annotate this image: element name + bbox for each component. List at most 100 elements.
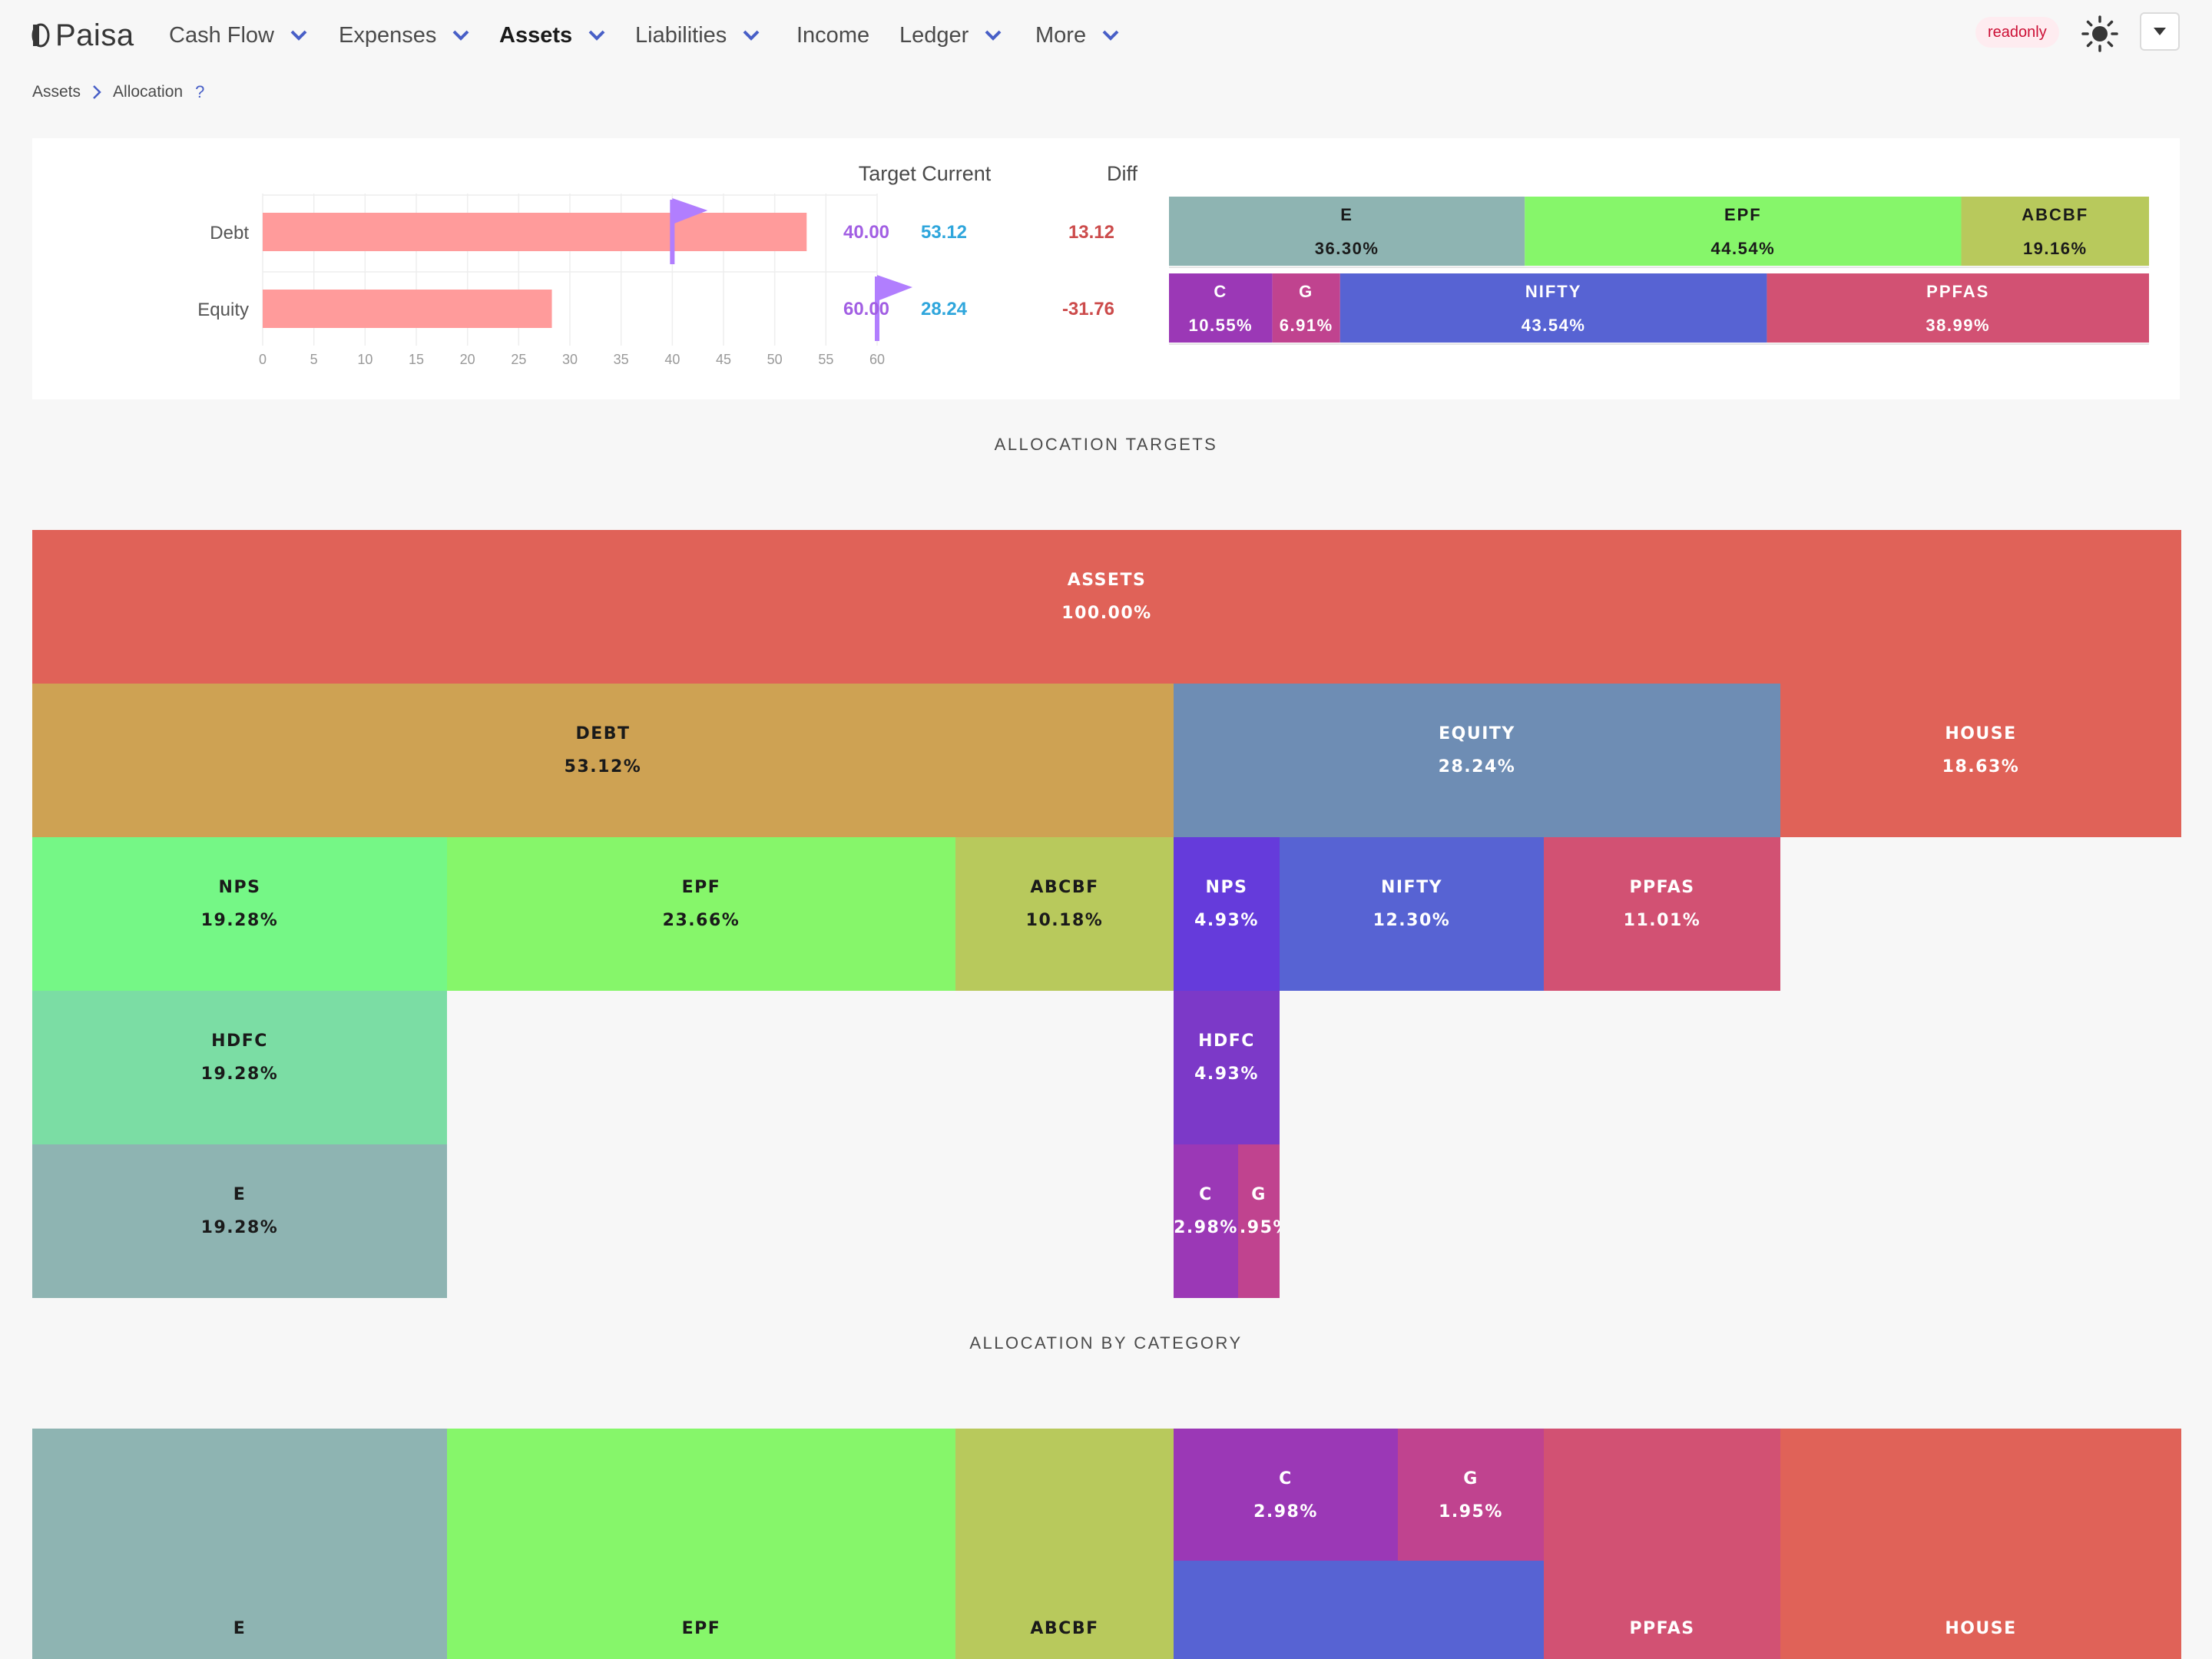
targets-cell-hdfc[interactable]: HDFC 4.93% — [1174, 991, 1280, 1144]
targets-cell-nps[interactable]: NPS 4.93% — [1174, 837, 1280, 991]
targets-cell-epf[interactable]: EPF 23.66% — [447, 837, 955, 991]
treemap-cell-label: PPFAS — [1629, 878, 1695, 897]
breadcrumb-allocation[interactable]: Allocation — [113, 83, 184, 101]
targets-cell-assets[interactable]: ASSETS 100.00% — [32, 530, 2181, 684]
breakdown-segment — [1169, 273, 1273, 343]
breadcrumb-assets[interactable]: Assets — [32, 83, 81, 101]
row-label-equity: Equity — [197, 300, 249, 320]
treemap-cell-label: HDFC — [211, 1031, 268, 1051]
breakdown-label: E — [1340, 205, 1353, 224]
treemap-cell-percent: 12.30% — [1373, 911, 1451, 930]
diff-value: -31.76 — [1062, 299, 1114, 320]
breakdown-segment — [1339, 273, 1767, 343]
nav-item-label: Income — [796, 22, 870, 48]
breakdown-label: G — [1299, 282, 1313, 301]
targets-cell-nifty[interactable]: NIFTY 12.30% — [1280, 837, 1544, 991]
current-value: 28.24 — [921, 299, 968, 320]
nav-item-ledger[interactable]: Ledger — [899, 17, 1002, 54]
nav-item-label: Expenses — [339, 22, 437, 48]
targets-cell-hdfc[interactable]: HDFC 19.28% — [32, 991, 447, 1144]
treemap-cell-percent: 2.98% — [1174, 1218, 1238, 1237]
targets-cell-abcbf[interactable]: ABCBF 10.18% — [955, 837, 1174, 991]
current-bar-debt — [263, 213, 807, 251]
x-tick-label: 5 — [310, 352, 318, 367]
breakdown-segment — [1272, 273, 1340, 343]
header-diff: Diff — [1107, 162, 1138, 185]
breakdown-label: NIFTY — [1525, 282, 1582, 301]
chevron-down-icon — [743, 30, 760, 41]
treemap-cell-label: EPF — [681, 1619, 721, 1638]
breakdown-segment — [1525, 197, 1962, 266]
chevron-down-icon — [588, 30, 605, 41]
breakdown-label: PPFAS — [1926, 282, 1989, 301]
category-cell-abcbf[interactable]: ABCBF — [955, 1429, 1174, 1659]
chevron-down-icon — [452, 30, 469, 41]
nav-item-expenses[interactable]: Expenses — [339, 17, 470, 54]
targets-cell-c[interactable]: C 2.98% — [1174, 1144, 1238, 1298]
treemap-cell-label: PPFAS — [1629, 1619, 1695, 1638]
nav-item-cash-flow[interactable]: Cash Flow — [169, 17, 308, 54]
nav-item-liabilities[interactable]: Liabilities — [635, 17, 760, 54]
treemap-cell-label: HDFC — [1198, 1031, 1255, 1051]
category-cell-c[interactable]: C 2.98% — [1174, 1429, 1398, 1561]
breakdown-pct: 43.54% — [1522, 316, 1586, 335]
category-cell-g[interactable]: G 1.95% — [1398, 1429, 1544, 1561]
targets-cell-equity[interactable]: EQUITY 28.24% — [1174, 684, 1780, 837]
category-cell-house[interactable]: HOUSE — [1780, 1429, 2181, 1659]
nav-item-label: Assets — [499, 22, 573, 48]
targets-cell-house[interactable]: HOUSE 18.63% — [1780, 684, 2181, 837]
x-tick-label: 60 — [869, 352, 885, 367]
breakdown-pct: 6.91% — [1280, 316, 1333, 335]
chevron-down-icon — [290, 30, 307, 41]
x-tick-label: 15 — [409, 352, 424, 367]
treemap-cell-label: NIFTY — [1380, 878, 1443, 897]
nav-item-more[interactable]: More — [1035, 17, 1120, 54]
treemap-cell-label: G — [1463, 1469, 1479, 1488]
treemap-cell-percent: 19.28% — [200, 1065, 279, 1084]
category-cell-e[interactable]: E — [32, 1429, 447, 1659]
x-tick-label: 10 — [357, 352, 373, 367]
targets-cell-nps[interactable]: NPS 19.28% — [32, 837, 447, 991]
brand-logo[interactable]: Paisa — [31, 14, 134, 57]
targets-cell-ppfas[interactable]: PPFAS 11.01% — [1544, 837, 1780, 991]
x-tick-label: 20 — [460, 352, 475, 367]
category-cell-ppfas[interactable]: PPFAS — [1544, 1429, 1780, 1659]
breakdown-segment — [1169, 197, 1525, 266]
nav-item-income[interactable]: Income — [796, 17, 869, 54]
flag-icon — [672, 198, 708, 224]
sun-icon[interactable] — [2081, 15, 2118, 52]
header-target-current: Target Current — [859, 162, 992, 185]
x-tick-label: 0 — [259, 352, 267, 367]
allocation-card: 0 5 10 15 20 25 30 35 40 45 50 55 60 Target Current Di… — [32, 138, 2180, 399]
treemap-cell-percent: 2.98% — [1253, 1502, 1318, 1522]
targets-cell-g[interactable]: G 1.95% — [1238, 1144, 1280, 1298]
breakdown-pct: 19.16% — [2023, 239, 2088, 258]
brand-name: Paisa — [55, 18, 134, 52]
breakdown-label: ABCBF — [2022, 205, 2088, 224]
targets-cell-debt[interactable]: DEBT 53.12% — [32, 684, 1174, 837]
readonly-tag: readonly — [1975, 17, 2059, 48]
chevron-right-icon — [93, 85, 101, 99]
treemap-cell-percent: 10.18% — [1025, 911, 1104, 930]
menu-dropdown-button[interactable] — [2140, 12, 2180, 51]
treemap-cell-percent: 100.00% — [1061, 604, 1152, 623]
category-cell-epf[interactable]: EPF — [447, 1429, 955, 1659]
breakdown-pct: 36.30% — [1315, 239, 1379, 258]
treemap-cell-label: ASSETS — [1067, 571, 1147, 590]
nav-item-assets[interactable]: Assets — [499, 17, 606, 54]
allocation-by-category-title: ALLOCATION BY CATEGORY — [969, 1333, 1243, 1353]
help-link[interactable]: ? — [195, 82, 205, 101]
targets-cell-e[interactable]: E 19.28% — [32, 1144, 447, 1298]
treemap-cell-percent: 11.01% — [1623, 911, 1701, 930]
chevron-down-icon — [1102, 30, 1119, 41]
current-value: 53.12 — [921, 222, 967, 243]
x-tick-label: 50 — [767, 352, 783, 367]
top-navbar: Paisa Cash Flow Expenses Assets Liabilities… — [0, 0, 2212, 71]
target-value: 40.00 — [843, 222, 889, 243]
treemap-cell-percent: 23.66% — [662, 911, 740, 930]
x-tick-label: 40 — [664, 352, 680, 367]
x-tick-label: 35 — [614, 352, 629, 367]
category-cell[interactable] — [1174, 1561, 1544, 1659]
treemap-cell-percent: 28.24% — [1438, 757, 1516, 777]
treemap-cell-label: E — [233, 1619, 247, 1638]
